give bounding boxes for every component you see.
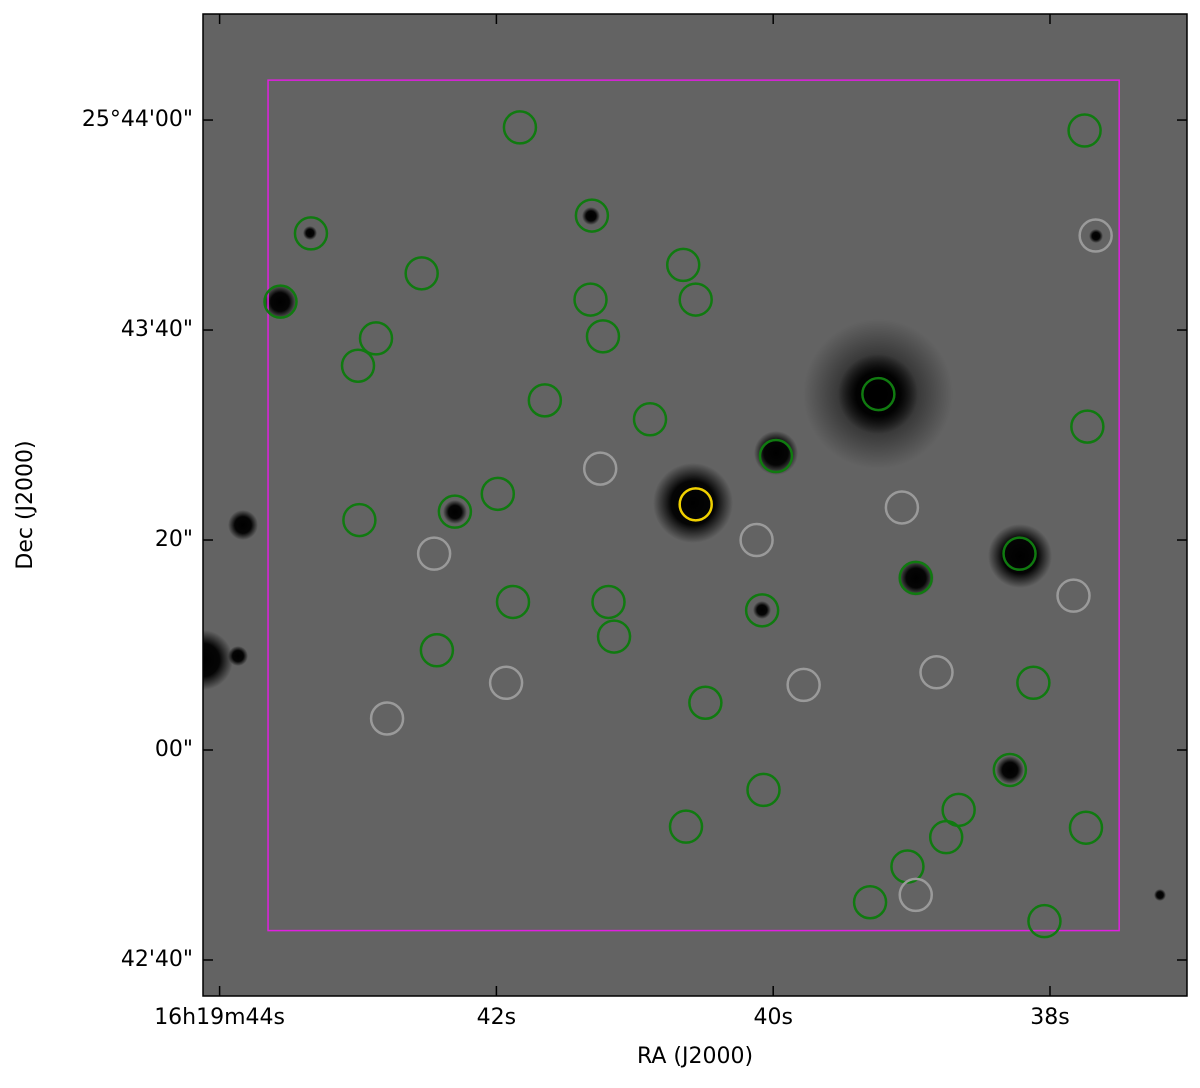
- source-circle: [263, 284, 298, 319]
- y-tick-label: 43'40": [121, 317, 193, 342]
- source-circle: [1067, 113, 1102, 148]
- source-circle: [992, 752, 1028, 788]
- source-circle: [480, 476, 516, 512]
- y-tick-label: 25°44'00": [82, 107, 193, 132]
- x-tick-label: 38s: [1030, 1005, 1069, 1030]
- source-circle: [678, 487, 713, 522]
- source-circle: [573, 282, 608, 317]
- source-circle: [527, 383, 563, 418]
- plot-frame: [202, 13, 1188, 997]
- source-circle: [1002, 536, 1037, 571]
- source-circle: [358, 321, 394, 356]
- y-axis-label: Dec (J2000): [13, 440, 38, 569]
- y-tick-label: 42'40": [121, 947, 193, 972]
- source-circle: [1068, 810, 1104, 845]
- source-circle: [1056, 578, 1091, 613]
- source-circle: [502, 110, 538, 145]
- sky-image: [203, 14, 1187, 996]
- source-circle: [293, 216, 329, 251]
- source-circle: [746, 772, 781, 808]
- source-circle: [632, 402, 668, 437]
- source-circle: [574, 198, 610, 233]
- source-circle: [416, 536, 452, 571]
- x-tick-label: 40s: [753, 1005, 792, 1030]
- source-circle: [668, 809, 704, 844]
- source-circle: [1016, 665, 1051, 701]
- source-circle: [596, 619, 632, 654]
- source-circle: [1078, 218, 1113, 253]
- source-circle: [419, 633, 455, 668]
- source-circle: [488, 665, 524, 701]
- source-circle: [739, 522, 774, 558]
- source-circle: [585, 319, 621, 354]
- region-box: [267, 79, 1120, 932]
- source-circle: [404, 256, 439, 291]
- source-circle: [744, 593, 780, 628]
- x-tick-label: 42s: [477, 1005, 516, 1030]
- source-circle: [1070, 409, 1105, 444]
- x-axis-label: RA (J2000): [637, 1044, 753, 1069]
- source-circle: [342, 502, 377, 538]
- source-circle: [369, 701, 405, 736]
- source-circle: [898, 877, 933, 913]
- source-circle: [861, 376, 896, 412]
- source-circle: [591, 584, 626, 620]
- source-circle: [898, 560, 933, 596]
- source-circle: [852, 884, 888, 920]
- y-tick-label: 00": [155, 737, 193, 762]
- source-circle: [688, 685, 723, 721]
- source-circle: [437, 494, 473, 529]
- source-circle: [928, 819, 964, 855]
- source-circle: [665, 247, 701, 283]
- source-circle: [919, 655, 954, 690]
- x-tick-label: 16h19m44s: [154, 1005, 285, 1030]
- y-tick-label: 20": [155, 527, 193, 552]
- source-circle: [1027, 903, 1062, 939]
- source-circle: [678, 282, 713, 317]
- source-circle: [884, 490, 920, 525]
- source-circle: [340, 348, 376, 383]
- source-circle: [582, 451, 618, 486]
- source-circle: [758, 438, 794, 474]
- source-circle: [786, 667, 821, 703]
- source-circle: [495, 584, 531, 620]
